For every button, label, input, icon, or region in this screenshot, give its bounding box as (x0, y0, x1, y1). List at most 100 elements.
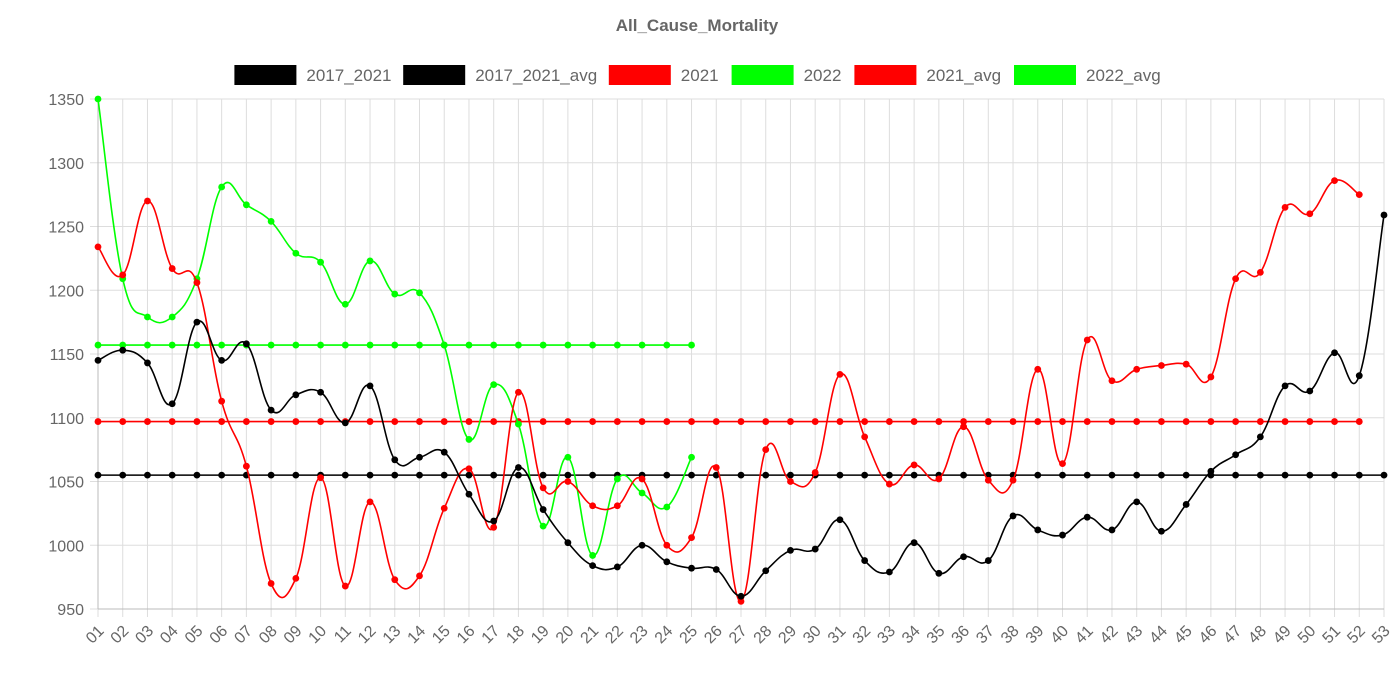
data-point-2022[interactable] (589, 552, 597, 559)
data-point-2021-avg[interactable] (1207, 418, 1215, 425)
legend-item-2022[interactable]: 2022 (731, 65, 842, 85)
data-point-2017-2021[interactable] (119, 346, 127, 354)
data-point-2021-avg[interactable] (885, 418, 893, 425)
data-point-2017-2021-avg[interactable] (218, 471, 226, 479)
data-point-2017-2021-avg[interactable] (1331, 471, 1338, 479)
data-point-2021[interactable] (490, 524, 498, 531)
data-point-2022[interactable] (242, 201, 250, 209)
data-point-2017-2021[interactable] (366, 382, 374, 390)
data-point-2017-2021-avg[interactable] (1380, 471, 1388, 479)
data-point-2022[interactable] (292, 249, 300, 257)
data-point-2017-2021-avg[interactable] (94, 471, 102, 479)
data-point-2021[interactable] (465, 465, 473, 473)
data-point-2021[interactable] (1083, 336, 1091, 344)
data-point-2021-avg[interactable] (465, 418, 473, 425)
data-point-2017-2021[interactable] (1232, 451, 1240, 459)
data-point-2021[interactable] (688, 534, 695, 541)
data-point-2021[interactable] (218, 397, 226, 405)
data-point-2022[interactable] (613, 475, 621, 483)
data-point-2021-avg[interactable] (292, 418, 300, 425)
data-point-2017-2021-avg[interactable] (737, 471, 745, 479)
data-point-2021[interactable] (267, 580, 275, 587)
data-point-2021-avg[interactable] (1158, 418, 1165, 425)
data-point-2017-2021-avg[interactable] (416, 471, 423, 479)
data-point-2022-avg[interactable] (341, 341, 349, 349)
data-point-2021-avg[interactable] (168, 418, 176, 425)
data-point-2022[interactable] (564, 453, 572, 461)
data-point-2017-2021[interactable] (416, 453, 423, 461)
data-point-2022[interactable] (317, 258, 324, 266)
data-point-2017-2021[interactable] (1331, 349, 1338, 357)
data-point-2022-avg[interactable] (267, 341, 275, 349)
data-point-2021[interactable] (94, 243, 102, 251)
data-point-2022-avg[interactable] (539, 341, 547, 349)
data-point-2017-2021-avg[interactable] (1108, 471, 1116, 479)
data-point-2017-2021[interactable] (1009, 512, 1017, 520)
data-point-2021-avg[interactable] (416, 418, 423, 425)
data-point-2021[interactable] (1256, 269, 1264, 276)
data-point-2022[interactable] (341, 300, 349, 308)
data-point-2017-2021[interactable] (1256, 433, 1264, 441)
data-point-2017-2021-avg[interactable] (1034, 471, 1042, 479)
data-point-2017-2021-avg[interactable] (440, 471, 448, 479)
data-point-2017-2021[interactable] (960, 553, 967, 561)
data-point-2017-2021[interactable] (341, 419, 349, 427)
data-point-2021[interactable] (317, 474, 324, 482)
data-point-2021-avg[interactable] (663, 418, 671, 425)
data-point-2021[interactable] (663, 541, 671, 549)
data-point-2021[interactable] (1182, 360, 1190, 368)
data-point-2017-2021[interactable] (1108, 526, 1116, 534)
data-point-2021-avg[interactable] (1256, 418, 1264, 425)
data-point-2021-avg[interactable] (935, 418, 943, 425)
data-point-2017-2021[interactable] (1158, 527, 1165, 535)
data-point-2017-2021[interactable] (935, 569, 943, 577)
data-point-2017-2021[interactable] (836, 516, 844, 524)
data-point-2021[interactable] (539, 484, 547, 492)
data-point-2021[interactable] (811, 469, 819, 476)
data-point-2017-2021[interactable] (712, 566, 720, 573)
data-point-2017-2021-avg[interactable] (688, 471, 695, 479)
data-point-2021-avg[interactable] (1331, 418, 1338, 425)
data-point-2017-2021[interactable] (490, 517, 498, 525)
data-point-2021[interactable] (935, 475, 943, 483)
data-point-2021-avg[interactable] (1281, 418, 1289, 425)
data-point-2017-2021[interactable] (885, 568, 893, 576)
data-point-2017-2021-avg[interactable] (1281, 471, 1289, 479)
data-point-2021-avg[interactable] (910, 418, 918, 425)
data-point-2017-2021-avg[interactable] (960, 471, 967, 479)
data-point-2017-2021-avg[interactable] (589, 471, 597, 479)
data-point-2021[interactable] (391, 576, 399, 584)
data-point-2021-avg[interactable] (1083, 418, 1091, 425)
data-point-2021-avg[interactable] (1059, 418, 1066, 425)
data-point-2021[interactable] (515, 388, 522, 396)
data-point-2017-2021-avg[interactable] (193, 471, 201, 479)
data-point-2022-avg[interactable] (490, 341, 498, 349)
data-point-2017-2021[interactable] (144, 359, 151, 367)
data-point-2022[interactable] (168, 313, 176, 321)
data-point-2017-2021[interactable] (762, 567, 770, 575)
data-point-2017-2021[interactable] (1059, 531, 1066, 539)
data-point-2022[interactable] (440, 341, 448, 349)
data-point-2022-avg[interactable] (564, 341, 572, 349)
data-point-2022[interactable] (416, 289, 423, 297)
data-point-2021-avg[interactable] (242, 418, 250, 425)
data-point-2017-2021[interactable] (1306, 387, 1314, 395)
data-point-2017-2021[interactable] (193, 318, 201, 326)
data-point-2021-avg[interactable] (119, 418, 127, 425)
data-point-2017-2021-avg[interactable] (1059, 471, 1066, 479)
data-point-2022-avg[interactable] (94, 341, 102, 349)
data-point-2021[interactable] (589, 502, 597, 510)
data-point-2021[interactable] (1034, 365, 1042, 373)
data-point-2021-avg[interactable] (1232, 418, 1240, 425)
data-point-2021[interactable] (119, 271, 127, 279)
data-point-2017-2021-avg[interactable] (490, 471, 498, 479)
data-point-2021[interactable] (1355, 191, 1363, 199)
data-point-2017-2021-avg[interactable] (1083, 471, 1091, 479)
data-point-2022-avg[interactable] (144, 341, 151, 349)
data-point-2022-avg[interactable] (193, 341, 201, 349)
data-point-2022-avg[interactable] (218, 341, 226, 349)
data-point-2021[interactable] (1108, 377, 1116, 385)
data-point-2017-2021-avg[interactable] (119, 471, 127, 479)
data-point-2017-2021[interactable] (1281, 382, 1289, 390)
data-point-2021[interactable] (1281, 203, 1289, 211)
